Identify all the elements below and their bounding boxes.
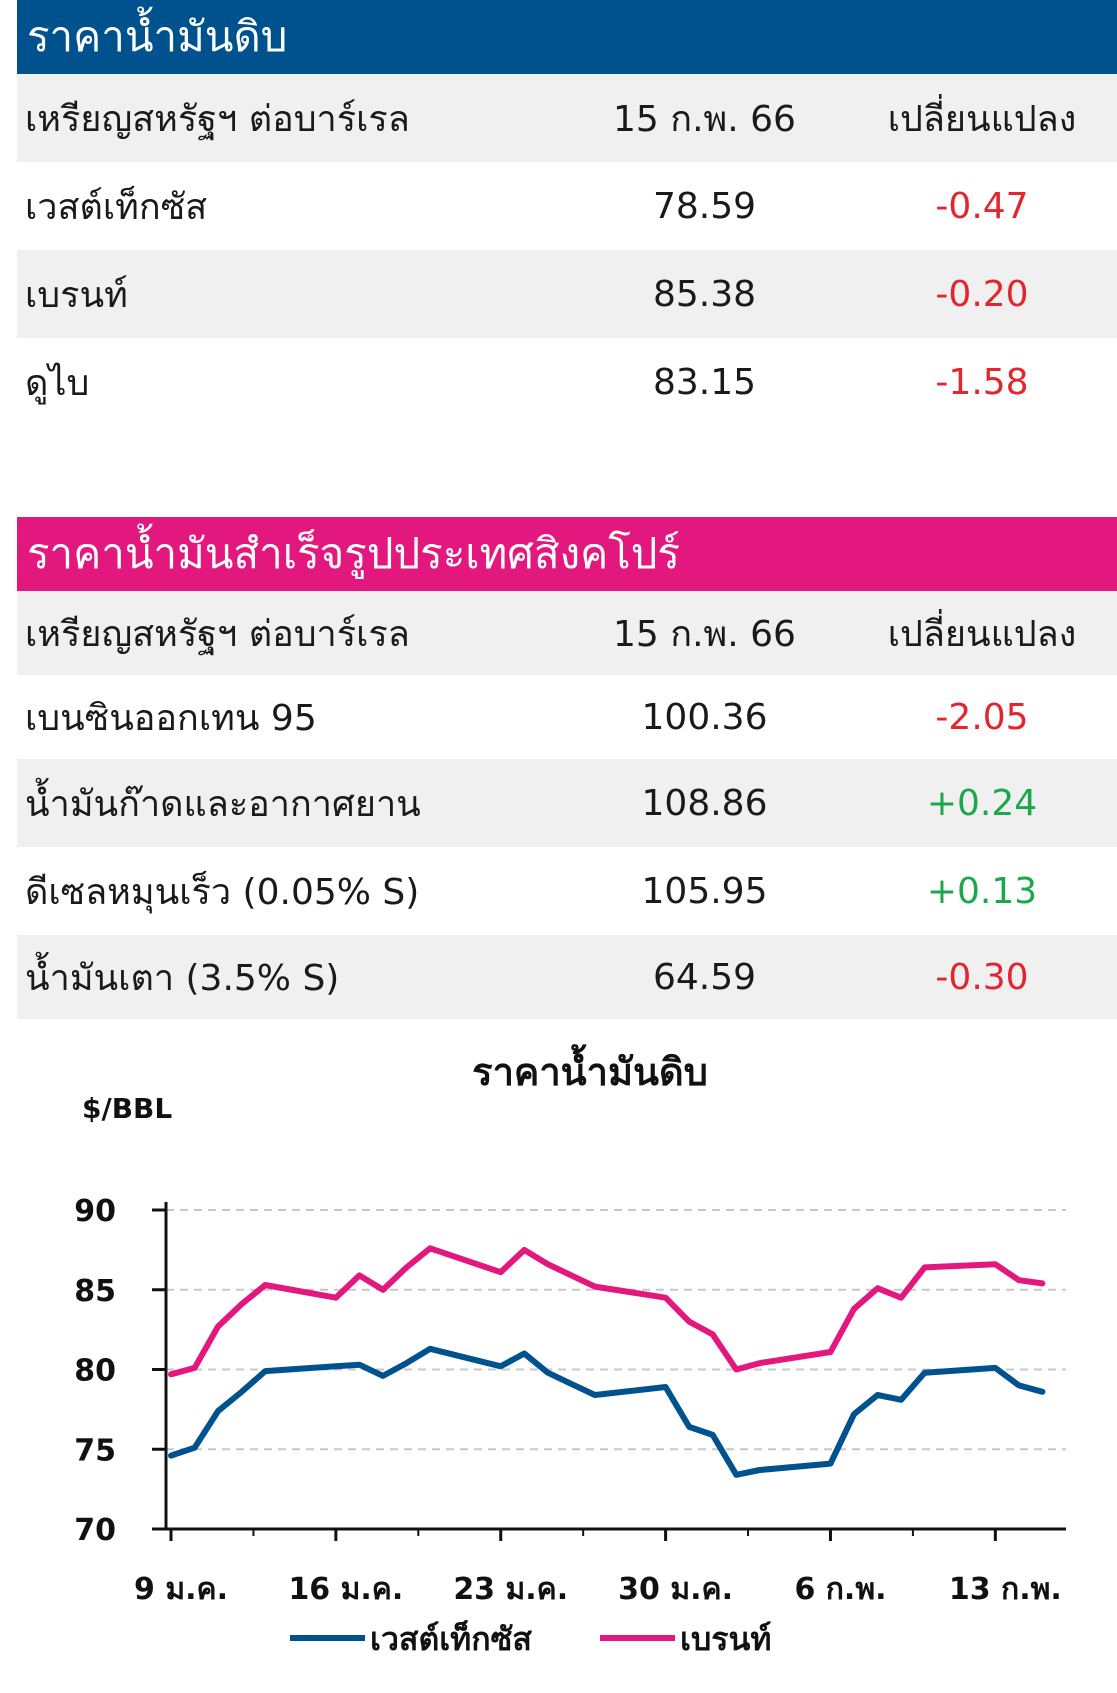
chart-title: ราคาน้ำมันดิบ <box>472 1044 708 1094</box>
product-name: ดูไบ <box>25 362 90 404</box>
header-date: 15 ก.พ. 66 <box>613 613 796 655</box>
price-value: 85.38 <box>652 273 757 315</box>
change-value: -2.05 <box>935 696 1029 738</box>
header-unit: เหรียญสหรัฐฯ ต่อบาร์เรล <box>25 613 410 655</box>
header-change: เปลี่ยนแปลง <box>887 613 1077 655</box>
singapore-products-table: ราคาน้ำมันสำเร็จรูปประเทศสิงคโปร์ เหรียญ… <box>17 517 1117 1019</box>
x-tick-label: 13 ก.พ. <box>949 1572 1062 1607</box>
product-name: น้ำมันก๊าดและอากาศยาน <box>25 783 421 825</box>
y-tick-label: 70 <box>74 1513 116 1548</box>
singapore-title: ราคาน้ำมันสำเร็จรูปประเทศสิงคโปร์ <box>17 517 1117 591</box>
series-line-wti <box>168 1345 1046 1478</box>
header-change: เปลี่ยนแปลง <box>887 98 1077 140</box>
table-row: น้ำมันก๊าดและอากาศยาน 108.86 +0.24 <box>17 759 1117 847</box>
x-tick-label: 30 ม.ค. <box>618 1572 733 1607</box>
singapore-header-row: เหรียญสหรัฐฯ ต่อบาร์เรล 15 ก.พ. 66 เปลี่… <box>17 591 1117 675</box>
table-row: เบรนท์ 85.38 -0.20 <box>17 250 1117 338</box>
header-unit: เหรียญสหรัฐฯ ต่อบาร์เรล <box>25 98 410 140</box>
change-value: -0.47 <box>935 185 1029 227</box>
change-value: -0.30 <box>935 956 1029 998</box>
change-value: -1.58 <box>935 361 1029 403</box>
x-tick-label: 16 ม.ค. <box>288 1572 403 1607</box>
price-value: 78.59 <box>652 185 757 227</box>
legend-label: เวสต์เท็กซัส <box>370 1619 532 1658</box>
table-row: เวสต์เท็กซัส 78.59 -0.47 <box>17 162 1117 250</box>
x-tick-label: 23 ม.ค. <box>453 1572 568 1607</box>
price-value: 83.15 <box>652 361 757 403</box>
y-tick-label: 80 <box>74 1354 116 1389</box>
x-tick-label: 9 ม.ค. <box>134 1572 228 1607</box>
y-tick-label: 75 <box>74 1433 116 1468</box>
crude-oil-title: ราคาน้ำมันดิบ <box>17 0 1117 74</box>
table-row: ดูไบ 83.15 -1.58 <box>17 338 1117 426</box>
legend-label: เบรนท์ <box>680 1620 771 1658</box>
x-tick-label: 6 ก.พ. <box>794 1572 886 1607</box>
change-value: +0.24 <box>926 782 1038 824</box>
series-line-brent <box>168 1245 1046 1378</box>
change-value: +0.13 <box>926 870 1038 912</box>
product-name: เบนซินออกเทน 95 <box>25 697 317 739</box>
y-tick-label: 85 <box>74 1274 116 1309</box>
table-row: เบนซินออกเทน 95 100.36 -2.05 <box>17 675 1117 759</box>
y-axis-label: $/BBL <box>82 1092 172 1125</box>
product-name: ดีเซลหมุนเร็ว (0.05% S) <box>25 871 420 913</box>
crude-header-row: เหรียญสหรัฐฯ ต่อบาร์เรล 15 ก.พ. 66 เปลี่… <box>17 74 1117 162</box>
product-name: น้ำมันเตา (3.5% S) <box>25 957 340 999</box>
header-date: 15 ก.พ. 66 <box>613 98 796 140</box>
change-value: -0.20 <box>935 273 1029 315</box>
price-value: 108.86 <box>641 782 768 824</box>
table-row: น้ำมันเตา (3.5% S) 64.59 -0.30 <box>17 935 1117 1019</box>
price-value: 100.36 <box>641 696 768 738</box>
price-value: 64.59 <box>652 956 757 998</box>
crude-oil-price-chart: ราคาน้ำมันดิบ $/BBL 70 75 80 85 90 9 ม.ค. 16 ม… <box>74 1044 1066 1658</box>
y-tick-label: 90 <box>74 1194 116 1229</box>
product-name: เวสต์เท็กซัส <box>25 186 208 228</box>
product-name: เบรนท์ <box>25 274 128 316</box>
table-row: ดีเซลหมุนเร็ว (0.05% S) 105.95 +0.13 <box>17 847 1117 935</box>
crude-oil-table: ราคาน้ำมันดิบ เหรียญสหรัฐฯ ต่อบาร์เรล 15… <box>17 0 1117 426</box>
price-value: 105.95 <box>641 870 768 912</box>
